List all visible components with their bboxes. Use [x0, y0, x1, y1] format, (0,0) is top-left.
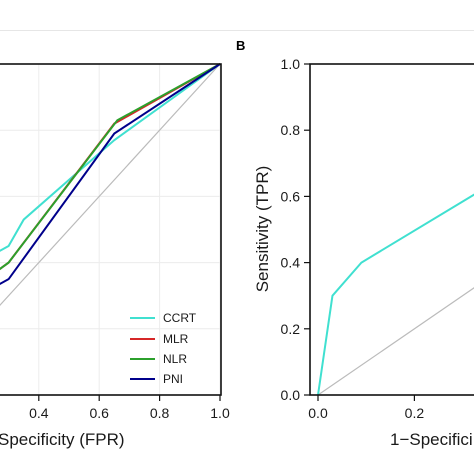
- y-tick-label: 0.0: [281, 387, 301, 403]
- panel-a-series: [0, 63, 221, 286]
- y-tick-label: 0.6: [281, 188, 301, 204]
- panel-b-frame: [309, 63, 474, 396]
- panel-b-x-axis-title: 1−Specifici: [390, 430, 473, 449]
- x-tick-label: 0.8: [150, 405, 170, 421]
- panel-a-frame: [0, 63, 222, 396]
- panel-a-x-ticks: 0.4 0.6 0.8 1.0: [29, 395, 230, 421]
- legend-label-pni: PNI: [163, 372, 183, 386]
- panel-b-series: [317, 193, 474, 395]
- panel-b-label: B: [236, 38, 245, 53]
- panel-b: B 0.0 0.2 0.4 0.0 0.2 0.4 0.6 0.8 1.0 Sensitivi…: [236, 38, 474, 449]
- panel-b-y-axis-title: Sensitivity (TPR): [253, 166, 272, 293]
- y-tick-label: 1.0: [281, 56, 301, 72]
- x-tick-label: 0.6: [89, 405, 109, 421]
- panel-a-reference-line: [0, 63, 221, 307]
- x-tick-label: 1.0: [210, 405, 230, 421]
- panel-a-x-axis-title: Specificity (FPR): [0, 430, 125, 449]
- panel-b-x-ticks: 0.00.20.4: [308, 395, 425, 421]
- panel-b-y-ticks: 0.0 0.2 0.4 0.6 0.8 1.0: [281, 56, 310, 403]
- series-line-nlr: [0, 63, 221, 271]
- x-tick-label: 0.0: [308, 405, 328, 421]
- legend-label-nlr: NLR: [163, 352, 187, 366]
- x-tick-label: 0.4: [29, 405, 49, 421]
- y-tick-label: 0.8: [281, 122, 301, 138]
- panel-a: 0.4 0.6 0.8 1.0 Specificity (FPR) CCRT MLR …: [0, 63, 230, 449]
- y-tick-label: 0.2: [281, 321, 301, 337]
- y-tick-label: 0.4: [281, 255, 301, 271]
- panel-b-reference-line: [317, 287, 474, 395]
- series-line-series-0: [317, 193, 474, 395]
- legend-label-ccrt: CCRT: [163, 311, 197, 325]
- panel-a-legend: CCRT MLR NLR PNI: [130, 311, 197, 386]
- series-line-pni: [0, 63, 221, 286]
- legend-label-mlr: MLR: [163, 332, 189, 346]
- x-tick-label: 0.2: [405, 405, 425, 421]
- series-line-ccrt: [0, 63, 221, 252]
